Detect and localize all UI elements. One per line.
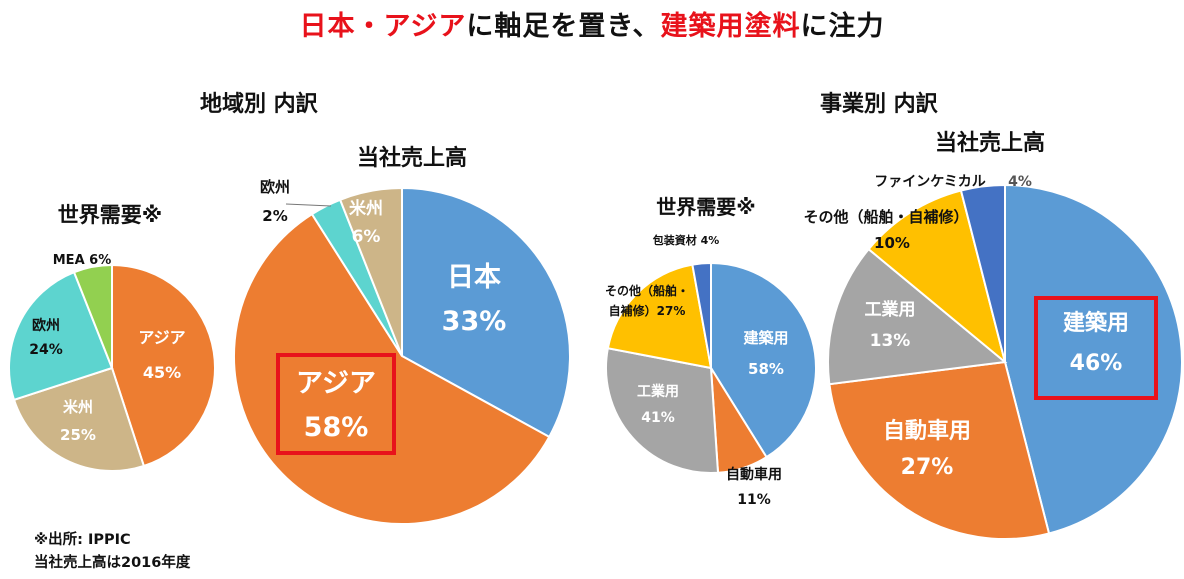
slice-label-name: ファインケミカル (874, 174, 986, 190)
pie-slice (1004, 183, 1183, 535)
pie-slice (72, 263, 113, 369)
title-part-emphasis: に注力 (800, 11, 885, 42)
section-header-region: 地域別 内訳 (200, 92, 318, 117)
pie-chart-title: 世界需要※ (656, 195, 755, 219)
pie-slice (605, 347, 720, 474)
slice-label-name: 欧州 (32, 317, 60, 334)
highlight-box (276, 353, 396, 455)
pie-slice (959, 183, 1006, 363)
slice-label-name: 工業用 (637, 383, 679, 400)
pie-slice (691, 261, 712, 369)
section-header-business: 事業別 内訳 (820, 92, 938, 117)
leader-line (285, 203, 332, 207)
slice-label-value: 4% (1008, 174, 1032, 190)
title-part-japan-asia: 日本・アジア (299, 11, 467, 42)
pie-chart-title: 当社売上高 (357, 145, 467, 171)
pie-slice (828, 360, 1051, 540)
slice-label-name: その他（船舶・ (605, 283, 689, 298)
slice-label: MEA 6% (53, 253, 111, 268)
slice-label-value: 24% (29, 342, 63, 358)
slice-label-value: 自補修）27% (609, 303, 686, 318)
title-part-focus: に軸足を置き、 (466, 11, 661, 42)
slice-label-value: 25% (60, 426, 96, 444)
slice-label-value: 46% (1070, 351, 1123, 376)
slice-label-value: 11% (737, 492, 771, 508)
slice-label-value: 6% (352, 227, 381, 247)
pie-slice (867, 189, 1007, 365)
pie-chart-1: 世界需要※ アジア 45% 米州 25% 欧州 24% MEA 6% (7, 203, 216, 473)
slice-label-value: 45% (143, 363, 181, 382)
slice-label-name: アジア (296, 368, 376, 399)
slice-label: 包装資材 4% (652, 233, 720, 247)
slice-label-value: 58% (304, 412, 369, 443)
slice-label-value: 33% (442, 306, 507, 337)
page-title: 日本・アジアに軸足を置き、建築用塗料に注力 (0, 4, 1184, 43)
slice-label-name: 米州 (349, 198, 383, 219)
slice-label-name: 自動車用 (883, 418, 971, 444)
pie-chart-3: 世界需要※ 建築用 58% 自動車用 11% 工業用 41% その他（船舶・自補修）27% 包装… (605, 195, 817, 508)
pie-slice (401, 186, 571, 439)
slice-label-name: アジア (138, 328, 185, 347)
pie-slice (111, 263, 216, 468)
slice-label-name: 欧州 (260, 178, 290, 196)
pie-slice (606, 263, 713, 370)
footnote-source: ※出所: IPPIC (34, 532, 131, 548)
slice-label-value: 13% (870, 331, 911, 351)
slice-label-value: 58% (748, 360, 784, 378)
pie-slice (338, 186, 403, 357)
slice-label-name: 建築用 (743, 329, 788, 347)
pie-chart-title: 当社売上高 (935, 130, 1045, 156)
slice-label-name: 米州 (63, 398, 93, 416)
slice-label-name: 日本 (447, 262, 501, 293)
pie-slice (12, 366, 146, 473)
slice-label-name: その他（船舶・自補修） (803, 208, 968, 226)
slice-label-value: 2% (262, 207, 287, 225)
pie-slice (827, 247, 1008, 386)
pie-slice (233, 212, 551, 525)
title-part-architectural: 建築用塗料 (660, 11, 801, 42)
slice-label-name: 自動車用 (726, 466, 782, 483)
pie-chart-title: 世界需要※ (58, 203, 162, 227)
slice-label-name: 建築用 (1063, 310, 1129, 336)
slice-label-name: 工業用 (865, 299, 916, 320)
slice-label-value: 41% (641, 410, 675, 426)
slice-label-value: 27% (901, 455, 954, 480)
slice-label-value: 10% (874, 234, 910, 252)
highlight-box (1034, 296, 1158, 400)
footnote-basis: 当社売上高は2016年度 (34, 555, 191, 571)
